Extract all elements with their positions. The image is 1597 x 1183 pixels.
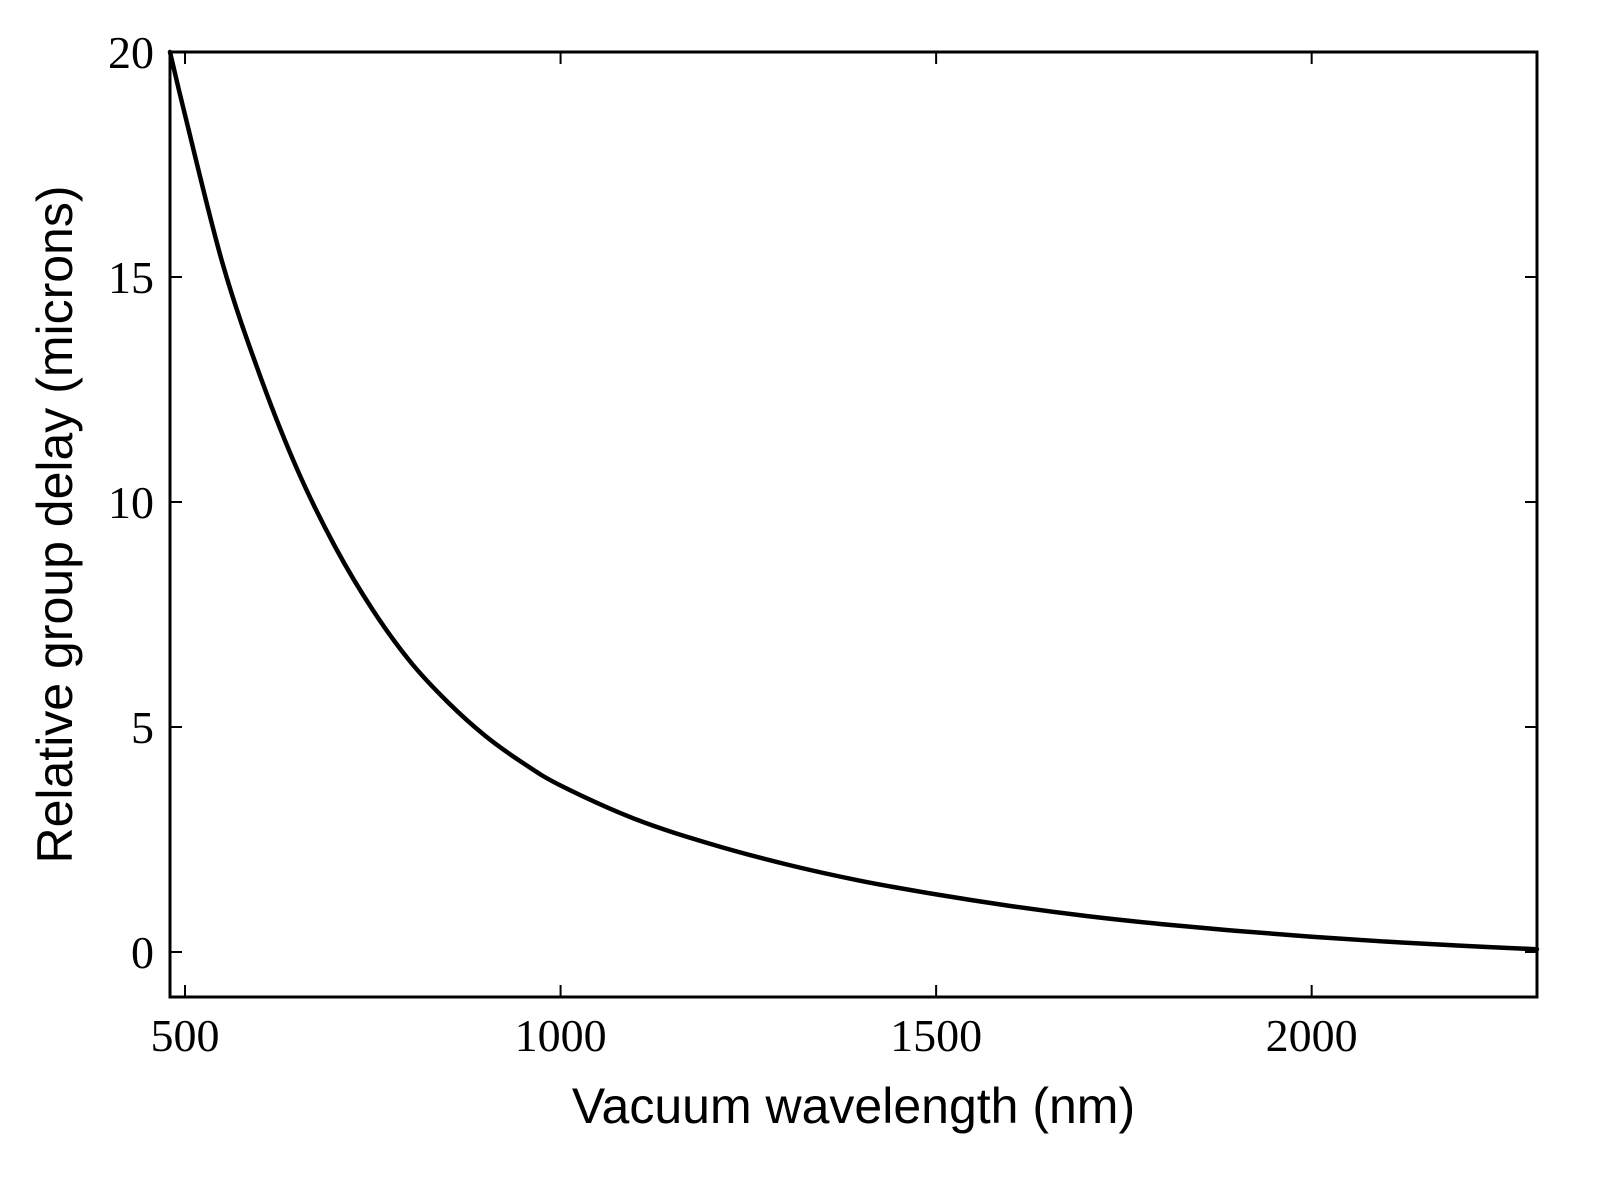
- series-line-0: [167, 49, 1540, 952]
- x-tick-label: 2000: [1266, 1010, 1358, 1061]
- series-layer: [167, 49, 1540, 952]
- x-tick-labels: 500 1000 1500 2000: [151, 1010, 1358, 1061]
- x-tick-label: 500: [151, 1010, 220, 1061]
- y-tick-label: 5: [131, 702, 154, 753]
- x-tick-label: 1000: [515, 1010, 607, 1061]
- y-tick-label: 20: [108, 27, 154, 78]
- y-tick-label: 15: [108, 252, 154, 303]
- x-tick-label: 1500: [890, 1010, 982, 1061]
- y-tick-label: 0: [131, 927, 154, 978]
- x-axis-title: Vacuum wavelength (nm): [572, 1078, 1135, 1134]
- y-tick-label: 10: [108, 477, 154, 528]
- y-tick-labels: 0 5 10 15 20: [108, 27, 154, 978]
- axis-ticks: [170, 51, 1537, 997]
- y-axis-title: Relative group delay (microns): [27, 185, 83, 863]
- plot-frame: [168, 50, 1539, 999]
